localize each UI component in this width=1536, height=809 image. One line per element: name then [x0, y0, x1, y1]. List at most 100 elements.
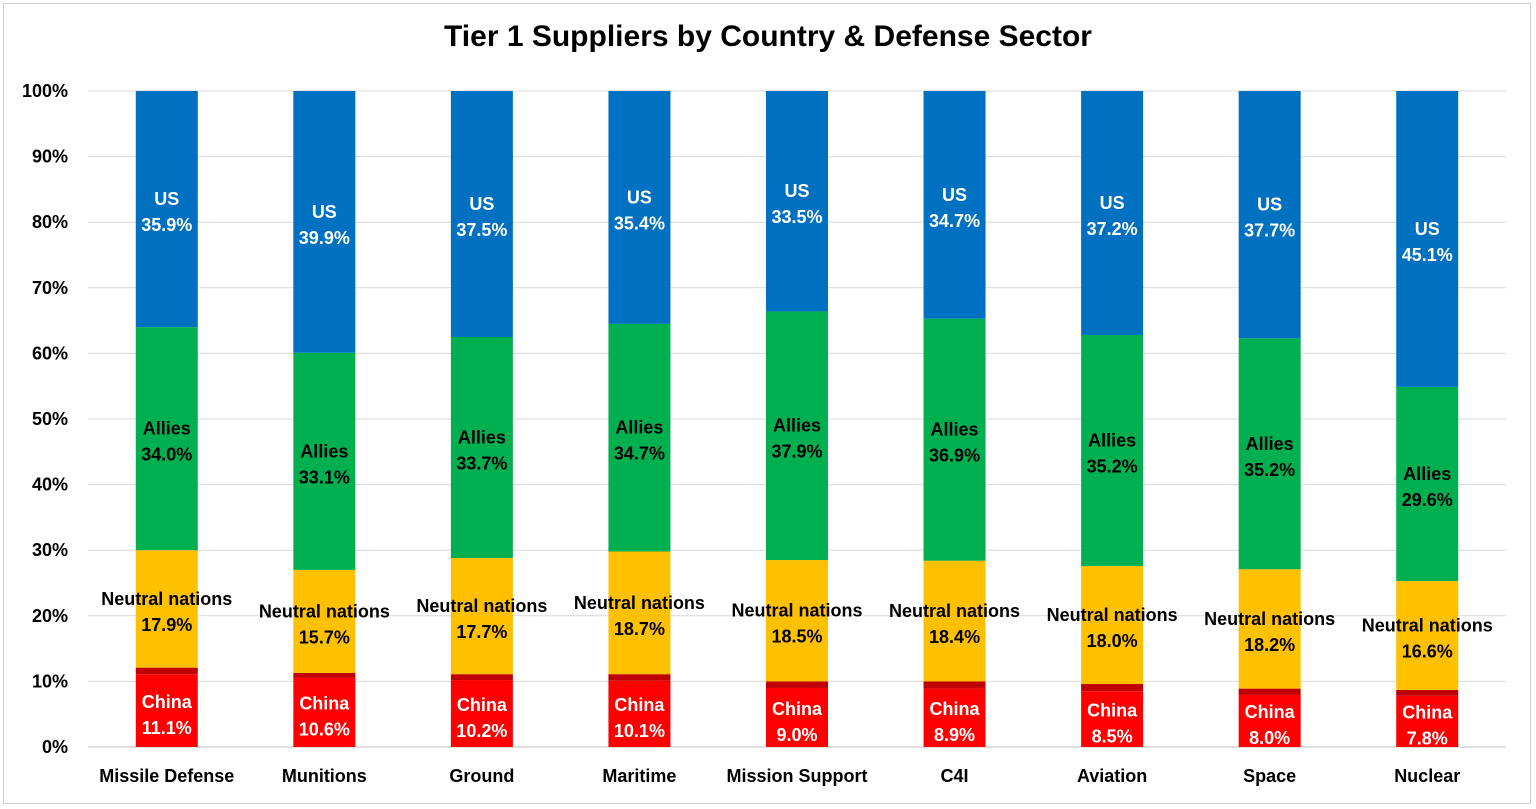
- segment-value-label: 33.5%: [771, 207, 822, 227]
- x-tick-label: Missile Defense: [99, 766, 234, 786]
- segment-value-label: 16.6%: [1402, 641, 1453, 661]
- segment-series-name: Allies: [773, 416, 821, 436]
- y-tick-label: 10%: [32, 671, 68, 691]
- bar-segment: [1081, 335, 1144, 566]
- bar-segment: [608, 551, 671, 675]
- x-tick-label: Nuclear: [1394, 766, 1460, 786]
- y-tick-label: 100%: [22, 81, 68, 101]
- segment-value-label: 17.9%: [141, 615, 192, 635]
- segment-series-name: China: [142, 692, 193, 712]
- segment-series-name: Neutral nations: [1362, 615, 1493, 635]
- bar-segment: [923, 688, 986, 747]
- segment-value-label: 35.9%: [141, 215, 192, 235]
- bar-segment: [1396, 386, 1459, 582]
- bar-segment: [135, 550, 198, 668]
- bar-segment: [1081, 565, 1144, 685]
- bar-segment: [1396, 695, 1459, 747]
- segment-value-label: 10.1%: [614, 721, 665, 741]
- segment-series-name: Allies: [1088, 430, 1136, 450]
- y-tick-label: 60%: [32, 343, 68, 363]
- segment-series-name: US: [312, 202, 337, 222]
- bar-segment: [135, 667, 198, 675]
- segment-series-name: China: [1087, 700, 1138, 720]
- bar-segment: [450, 558, 513, 675]
- bar-segment: [450, 674, 513, 681]
- segment-value-label: 45.1%: [1402, 245, 1453, 265]
- bar-segment: [135, 674, 198, 747]
- bar-segment: [1238, 688, 1301, 695]
- segment-series-name: Allies: [300, 441, 348, 461]
- segment-value-label: 18.7%: [614, 619, 665, 639]
- bar-segment: [923, 318, 986, 561]
- bar-segment: [923, 560, 986, 682]
- bar-segment: [450, 91, 513, 337]
- x-tick-label: Maritime: [602, 766, 676, 786]
- bar-segment: [1238, 569, 1301, 689]
- segment-value-label: 18.5%: [771, 627, 822, 647]
- segment-series-name: US: [154, 189, 179, 209]
- segment-value-label: 7.8%: [1407, 729, 1448, 749]
- segment-series-name: US: [1415, 219, 1440, 239]
- bar-segment: [1081, 91, 1144, 336]
- segment-series-name: China: [299, 694, 350, 714]
- y-tick-label: 80%: [32, 212, 68, 232]
- segment-value-label: 33.7%: [456, 454, 507, 474]
- bar-segment: [1238, 694, 1301, 747]
- segment-series-name: US: [942, 185, 967, 205]
- segment-series-name: Neutral nations: [101, 589, 232, 609]
- bar-segment: [608, 674, 671, 681]
- segment-value-label: 34.7%: [614, 444, 665, 464]
- bar-segment: [1396, 581, 1459, 690]
- segment-series-name: Allies: [615, 418, 663, 438]
- segment-series-name: US: [784, 181, 809, 201]
- bar-segment: [293, 91, 356, 353]
- bar-segment: [923, 681, 986, 689]
- segment-series-name: US: [1100, 193, 1125, 213]
- segment-value-label: 34.7%: [929, 211, 980, 231]
- bar-segment: [450, 337, 513, 559]
- segment-value-label: 36.9%: [929, 446, 980, 466]
- bar-segment: [766, 681, 828, 688]
- y-tick-label: 90%: [32, 147, 68, 167]
- segment-series-name: China: [457, 695, 508, 715]
- segment-series-name: Allies: [458, 428, 506, 448]
- bar-segment: [608, 323, 671, 552]
- x-tick-label: Munitions: [282, 766, 367, 786]
- bar-segment: [293, 672, 356, 678]
- segment-value-label: 8.5%: [1092, 726, 1133, 746]
- segment-series-name: Allies: [1246, 434, 1294, 454]
- bar-segment: [1238, 338, 1301, 570]
- bar-segment: [1396, 689, 1459, 696]
- x-tick-label: Space: [1243, 766, 1296, 786]
- segment-value-label: 10.6%: [299, 720, 350, 740]
- segment-value-label: 18.2%: [1244, 635, 1295, 655]
- segment-value-label: 35.2%: [1087, 456, 1138, 476]
- bar-segment: [293, 677, 356, 747]
- segment-value-label: 18.4%: [929, 627, 980, 647]
- segment-series-name: Allies: [143, 419, 191, 439]
- segment-series-name: Neutral nations: [574, 593, 705, 613]
- segment-series-name: China: [1245, 702, 1296, 722]
- bar-segment: [1081, 684, 1144, 692]
- segment-series-name: Allies: [931, 420, 979, 440]
- segment-series-name: China: [614, 695, 665, 715]
- segment-value-label: 37.7%: [1244, 221, 1295, 241]
- x-tick-label: Mission Support: [727, 766, 868, 786]
- segment-series-name: China: [1402, 703, 1453, 723]
- y-axis-ticks: 0% 10% 20% 30% 40% 50% 60% 70% 80% 90% 100%: [22, 81, 68, 757]
- y-tick-label: 70%: [32, 278, 68, 298]
- segment-series-name: Neutral nations: [1204, 609, 1335, 629]
- bar-segment: [608, 91, 671, 324]
- x-tick-label: C4I: [941, 766, 969, 786]
- segment-value-label: 35.4%: [614, 213, 665, 233]
- bar-segment: [293, 352, 356, 570]
- x-tick-label: Aviation: [1077, 766, 1147, 786]
- segment-series-name: Neutral nations: [259, 601, 390, 621]
- bar-segment: [766, 560, 828, 682]
- segment-series-name: Neutral nations: [416, 596, 547, 616]
- segment-value-label: 15.7%: [299, 627, 350, 647]
- bar-segment: [450, 680, 513, 747]
- segment-series-name: US: [1257, 195, 1282, 215]
- bars: [135, 91, 1459, 747]
